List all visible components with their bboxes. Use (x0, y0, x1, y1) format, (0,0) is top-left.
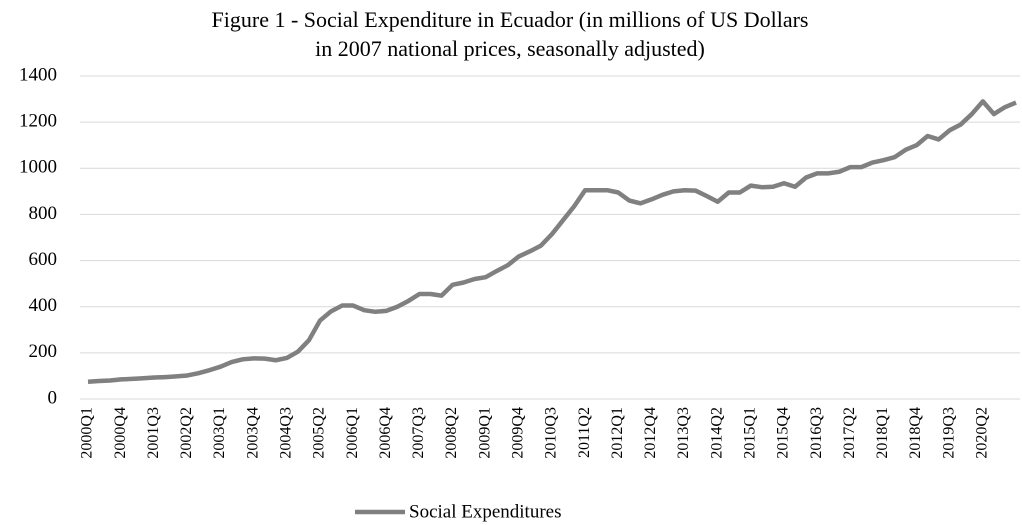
y-tick-label: 600 (29, 249, 58, 270)
x-tick-label: 2010Q3 (543, 407, 560, 459)
x-tick-label: 2004Q3 (278, 407, 295, 459)
x-tick-label: 2002Q2 (178, 407, 195, 459)
y-tick-label: 1200 (19, 111, 57, 132)
x-tick-label: 2003Q4 (244, 407, 261, 459)
legend-label: Social Expenditures (409, 501, 562, 522)
x-tick-label: 2015Q4 (775, 407, 792, 459)
y-tick-label: 200 (29, 341, 58, 362)
y-tick-label: 0 (48, 387, 58, 408)
x-tick-label: 2011Q2 (576, 407, 593, 458)
x-tick-label: 2003Q1 (211, 407, 228, 459)
x-tick-label: 2016Q3 (808, 407, 825, 459)
y-tick-label: 400 (29, 295, 58, 316)
x-tick-label: 2009Q1 (476, 407, 493, 459)
y-tick-label: 1400 (19, 64, 57, 85)
x-tick-label: 2000Q4 (112, 407, 129, 459)
x-tick-label: 2017Q2 (841, 407, 858, 459)
x-tick-label: 2012Q4 (642, 407, 659, 459)
x-tick-label: 2006Q1 (344, 407, 361, 459)
x-tick-label: 2012Q1 (609, 407, 626, 459)
x-tick-label: 2020Q2 (974, 407, 991, 459)
x-tick-label: 2009Q4 (510, 407, 527, 459)
series-line (87, 99, 1017, 384)
x-tick-label: 2018Q4 (907, 407, 924, 459)
x-tick-label: 2007Q3 (410, 407, 427, 459)
x-tick-label: 2006Q4 (377, 407, 394, 459)
x-tick-label: 2001Q3 (145, 407, 162, 459)
x-tick-label: 2019Q3 (940, 407, 957, 459)
y-tick-label: 1000 (19, 157, 57, 178)
x-tick-label: 2000Q1 (79, 407, 96, 459)
x-tick-label: 2018Q1 (874, 407, 891, 459)
x-tick-label: 2014Q2 (708, 407, 725, 459)
x-tick-label: 2005Q2 (311, 407, 328, 459)
chart-title: Figure 1 - Social Expenditure in Ecuador… (212, 7, 809, 32)
y-tick-label: 800 (29, 203, 58, 224)
chart-title: in 2007 national prices, seasonally adju… (315, 36, 705, 61)
x-tick-label: 2015Q1 (742, 407, 759, 459)
x-tick-label: 2013Q3 (675, 407, 692, 459)
x-tick-label: 2008Q2 (443, 407, 460, 459)
